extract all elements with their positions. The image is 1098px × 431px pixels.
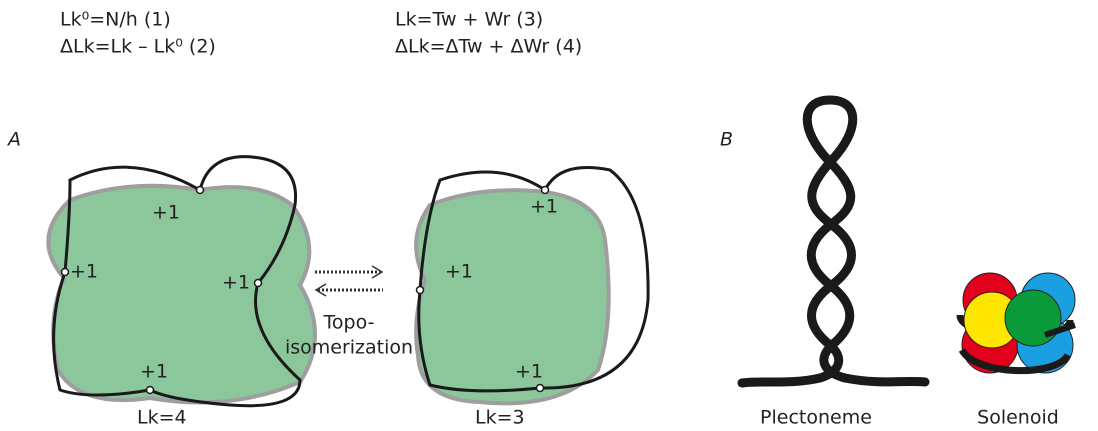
plectoneme — [737, 95, 930, 388]
equation: Lk=Tw + Wr (3) — [395, 9, 543, 31]
crossing-label: +1 — [222, 272, 250, 294]
crossing-label: +1 — [445, 261, 473, 283]
panel-label: B — [720, 129, 733, 151]
equation: ΔLk=Lk – Lk⁰ (2) — [60, 36, 216, 58]
relaxed-circle — [46, 155, 317, 408]
crossing-label: +1 — [140, 361, 168, 383]
caption: Lk=4 — [137, 407, 187, 429]
caption: Plectoneme — [760, 407, 872, 429]
arrow-label: Topo- — [323, 312, 375, 334]
equation: Lk⁰=N/h (1) — [60, 9, 171, 31]
caption: Lk=3 — [475, 407, 525, 429]
equilibrium-arrows — [314, 265, 384, 297]
crossing-label: +1 — [152, 202, 180, 224]
equation: ΔLk=ΔTw + ΔWr (4) — [395, 36, 582, 58]
crossing-label: +1 — [530, 196, 558, 218]
caption: Solenoid — [977, 407, 1059, 429]
arrow-label: isomerization — [285, 337, 413, 359]
solenoid — [956, 272, 1076, 374]
supercoiled-circle — [414, 166, 650, 406]
crossing-label: +1 — [70, 261, 98, 283]
panel-label: A — [6, 129, 21, 151]
crossing-label: +1 — [515, 361, 543, 383]
